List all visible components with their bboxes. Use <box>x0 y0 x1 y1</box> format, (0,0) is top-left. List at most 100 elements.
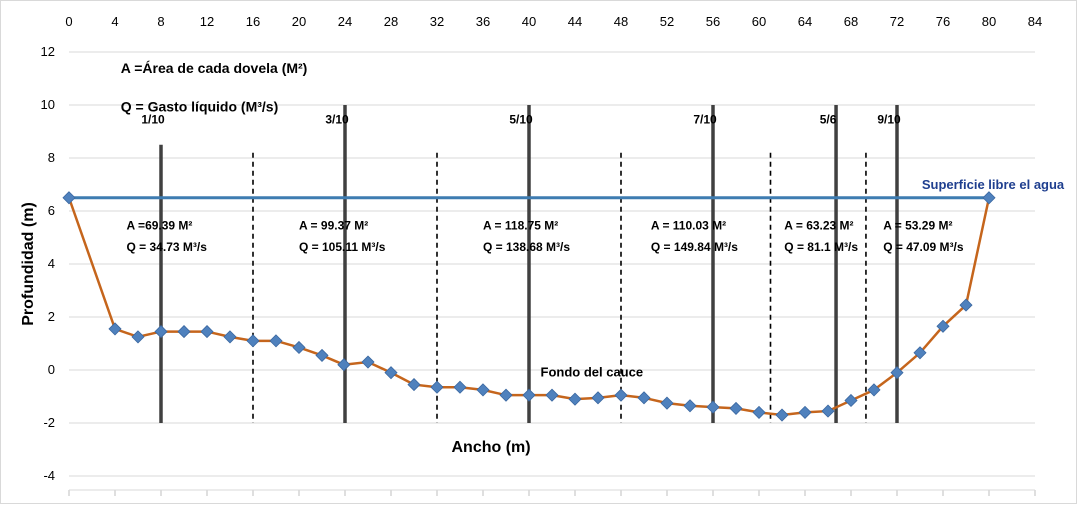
riverbed-point <box>844 393 858 408</box>
riverbed-point <box>913 346 927 360</box>
vertical-label: 1/10 <box>141 113 165 127</box>
y-tick-label: -2 <box>43 415 55 430</box>
riverbed-point <box>821 404 835 418</box>
riverbed-point <box>752 405 766 419</box>
y-tick-label: 4 <box>48 256 55 271</box>
x-tick-label: 84 <box>1028 14 1042 29</box>
riverbed-point <box>62 191 76 205</box>
segment-area-label: A = 63.23 M² <box>784 219 853 233</box>
riverbed-point <box>430 380 444 394</box>
y-tick-label: 2 <box>48 309 55 324</box>
riverbed-point <box>522 388 536 402</box>
riverbed-point <box>499 388 513 402</box>
riverbed-point <box>223 330 237 344</box>
riverbed-point <box>131 330 145 344</box>
x-tick-label: 80 <box>982 14 996 29</box>
x-tick-label: 20 <box>292 14 306 29</box>
segment-area-label: A =69.39 M² <box>127 219 193 233</box>
y-tick-label: 12 <box>41 44 55 59</box>
x-tick-label: 24 <box>338 14 352 29</box>
x-tick-label: 56 <box>706 14 720 29</box>
legend-line-flow: Q = Gasto líquido (M³/s) <box>121 99 279 115</box>
riverbed-point <box>890 366 904 380</box>
x-tick-label: 4 <box>111 14 118 29</box>
segment-area-label: A = 110.03 M² <box>651 219 726 233</box>
x-tick-label: 12 <box>200 14 214 29</box>
segment-flow-label: Q = 34.73 M³/s <box>127 240 208 254</box>
segment-flow-label: Q = 81.1 M³/s <box>784 240 858 254</box>
vertical-label: 5/10 <box>509 113 533 127</box>
y-axis-title: Profundidad (m) <box>20 202 37 326</box>
riverbed-point <box>936 319 950 333</box>
segment-flow-label: Q = 105.11 M³/s <box>299 240 386 254</box>
vertical-label: 7/10 <box>693 113 717 127</box>
bed-annotation-label: Fondo del cauce <box>541 365 644 380</box>
y-tick-label: 8 <box>48 150 55 165</box>
riverbed-point <box>337 358 351 372</box>
legend-line-area: A =Área de cada dovela (M²) <box>121 60 308 76</box>
measurement-verticals: 1/10 3/10 5/10 7/10 5/6 9/10 <box>141 105 901 423</box>
riverbed-point <box>591 391 605 405</box>
x-tick-label: 8 <box>157 14 164 29</box>
water-surface-label: Superficie libre el agua <box>922 177 1065 192</box>
water-surface-group: Superficie libre el agua <box>69 177 1065 200</box>
x-tick-label: 76 <box>936 14 950 29</box>
x-tick-label: 48 <box>614 14 628 29</box>
y-tick-label: 0 <box>48 362 55 377</box>
x-tick-label: 44 <box>568 14 582 29</box>
riverbed-line <box>67 197 991 417</box>
riverbed-point <box>200 325 214 339</box>
x-tick-label: 16 <box>246 14 260 29</box>
vertical-label: 3/10 <box>325 113 349 127</box>
riverbed-point <box>246 334 260 348</box>
segment-area-label: A = 99.37 M² <box>299 219 368 233</box>
riverbed-point <box>269 334 283 348</box>
riverbed-point <box>982 191 996 205</box>
riverbed-point <box>453 380 467 394</box>
riverbed-point <box>614 388 628 402</box>
riverbed-point <box>959 298 973 312</box>
y-tick-label: -4 <box>43 468 55 483</box>
x-tick-label: 52 <box>660 14 674 29</box>
riverbed-point <box>637 391 651 405</box>
riverbed-point <box>729 401 743 415</box>
riverbed-point <box>545 388 559 402</box>
riverbed-point <box>292 340 306 355</box>
x-tick-label: 64 <box>798 14 812 29</box>
x-axis-title: Ancho (m) <box>451 439 530 456</box>
riverbed-point <box>108 322 122 336</box>
riverbed-point <box>315 348 329 362</box>
riverbed-point <box>867 383 881 397</box>
segment-flow-label: Q = 47.09 M³/s <box>883 240 964 254</box>
riverbed-point <box>384 366 398 380</box>
riverbed-point <box>706 400 720 414</box>
riverbed-point <box>154 325 168 339</box>
riverbed-point <box>683 399 697 413</box>
vertical-label: 9/10 <box>877 113 901 127</box>
x-tick-label: 28 <box>384 14 398 29</box>
x-tick-label: 68 <box>844 14 858 29</box>
segment-area-label: A = 118.75 M² <box>483 219 558 233</box>
riverbed-point <box>476 383 490 397</box>
segment-flow-label: Q = 149.84 M³/s <box>651 240 738 254</box>
riverbed-point <box>407 378 421 392</box>
x-tick-label: 60 <box>752 14 766 29</box>
x-tick-label: 72 <box>890 14 904 29</box>
x-tick-label: 32 <box>430 14 444 29</box>
riverbed-point <box>177 325 191 339</box>
riverbed-point <box>361 355 375 369</box>
x-tick-label: 0 <box>65 14 72 29</box>
y-tick-label: 10 <box>41 97 55 112</box>
riverbed-series-group <box>62 191 996 422</box>
riverbed-point <box>660 396 674 410</box>
x-tick-label: 40 <box>522 14 536 29</box>
segment-flow-label: Q = 138.68 M³/s <box>483 240 570 254</box>
y-tick-label: 6 <box>48 203 55 218</box>
vertical-label: 5/6 <box>820 113 837 127</box>
riverbed-point <box>775 408 789 422</box>
x-tick-label: 36 <box>476 14 490 29</box>
segment-area-label: A = 53.29 M² <box>883 219 952 233</box>
